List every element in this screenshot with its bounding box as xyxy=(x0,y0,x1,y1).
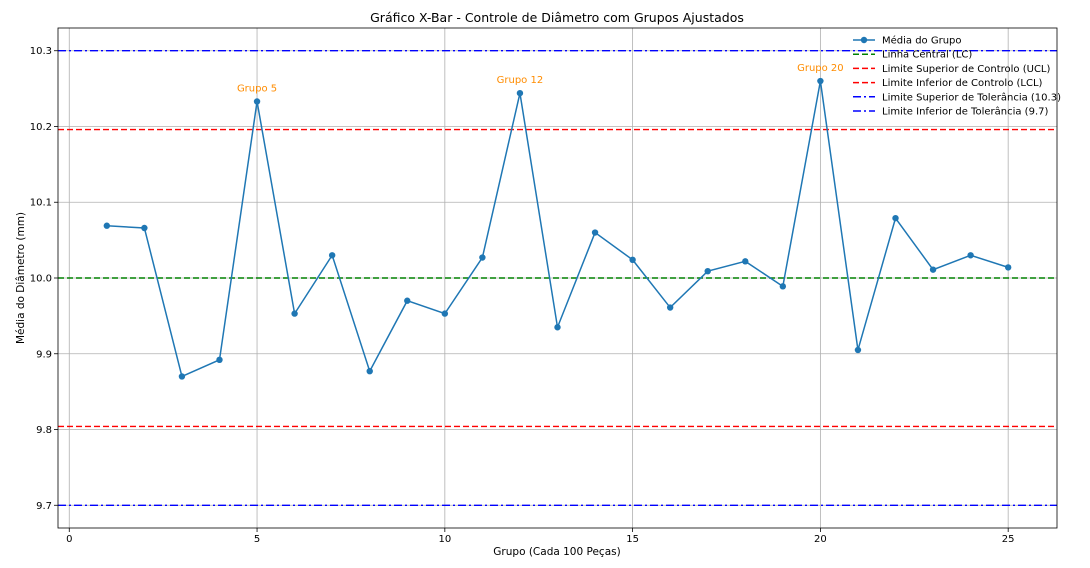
data-point xyxy=(291,310,298,317)
data-point xyxy=(328,252,336,259)
data-point xyxy=(178,373,186,380)
data-point xyxy=(253,98,261,105)
y-tick-label: 10.1 xyxy=(30,198,52,209)
y-tick-label: 10.3 xyxy=(30,46,52,57)
data-point xyxy=(103,222,111,229)
annotations: Grupo 5 Grupo 12 Grupo 20 xyxy=(237,63,844,94)
data-point xyxy=(967,252,974,259)
data-point xyxy=(516,89,524,97)
data-point xyxy=(779,283,787,290)
data-point xyxy=(479,254,486,261)
legend-entry: Limite Superior de Tolerância (10.3) xyxy=(882,91,1061,103)
y-tick-label: 9.9 xyxy=(36,349,52,360)
data-point xyxy=(666,304,674,311)
y-tick-label: 10.0 xyxy=(30,274,52,285)
x-tick-label: 0 xyxy=(66,534,72,545)
legend-entry: Limite Superior de Controlo (UCL) xyxy=(882,64,1051,75)
data-point xyxy=(854,346,862,354)
data-point xyxy=(704,267,711,275)
data-point xyxy=(216,356,223,364)
series-layer xyxy=(103,77,1012,380)
legend-marker xyxy=(860,36,868,44)
data-point xyxy=(892,214,899,222)
data-point xyxy=(742,258,749,265)
y-tick-label: 10.2 xyxy=(30,122,52,133)
data-point xyxy=(554,324,561,331)
y-axis-label: Média do Diâmetro (mm) xyxy=(15,212,27,344)
y-tick-label: 9.7 xyxy=(36,501,52,512)
x-axis-ticks: 0 5 10 15 20 25 xyxy=(66,528,1015,545)
x-tick-label: 10 xyxy=(438,534,451,545)
data-point xyxy=(404,297,411,304)
data-point xyxy=(629,256,636,264)
legend-entry: Limite Inferior de Tolerância (9.7) xyxy=(882,106,1048,118)
data-point xyxy=(1004,264,1012,271)
legend-entry: Linha Central (LC) xyxy=(882,50,972,61)
x-tick-label: 20 xyxy=(814,534,827,545)
legend: Média do Grupo Linha Central (LC) Limite S… xyxy=(853,35,1061,118)
data-point xyxy=(929,266,937,273)
data-point xyxy=(441,310,449,317)
x-tick-label: 25 xyxy=(1002,534,1015,545)
data-point xyxy=(591,229,599,236)
data-point xyxy=(366,367,373,375)
annotation-label: Grupo 12 xyxy=(497,75,544,86)
annotation-label: Grupo 20 xyxy=(797,63,844,74)
reference-lines xyxy=(58,50,1057,506)
y-tick-label: 9.8 xyxy=(36,425,52,436)
data-point xyxy=(141,224,148,232)
x-tick-label: 15 xyxy=(626,534,639,545)
y-axis-ticks: 9.7 9.8 9.9 10.0 10.1 10.2 10.3 xyxy=(30,46,58,512)
legend-entry: Limite Inferior de Controlo (LCL) xyxy=(882,78,1043,89)
data-point xyxy=(817,77,824,85)
x-tick-label: 5 xyxy=(254,534,260,545)
chart-title: Gráfico X-Bar - Controle de Diâmetro com… xyxy=(370,10,744,25)
x-axis-label: Grupo (Cada 100 Peças) xyxy=(493,546,620,558)
legend-entry: Média do Grupo xyxy=(882,35,962,47)
annotation-label: Grupo 5 xyxy=(237,83,277,94)
